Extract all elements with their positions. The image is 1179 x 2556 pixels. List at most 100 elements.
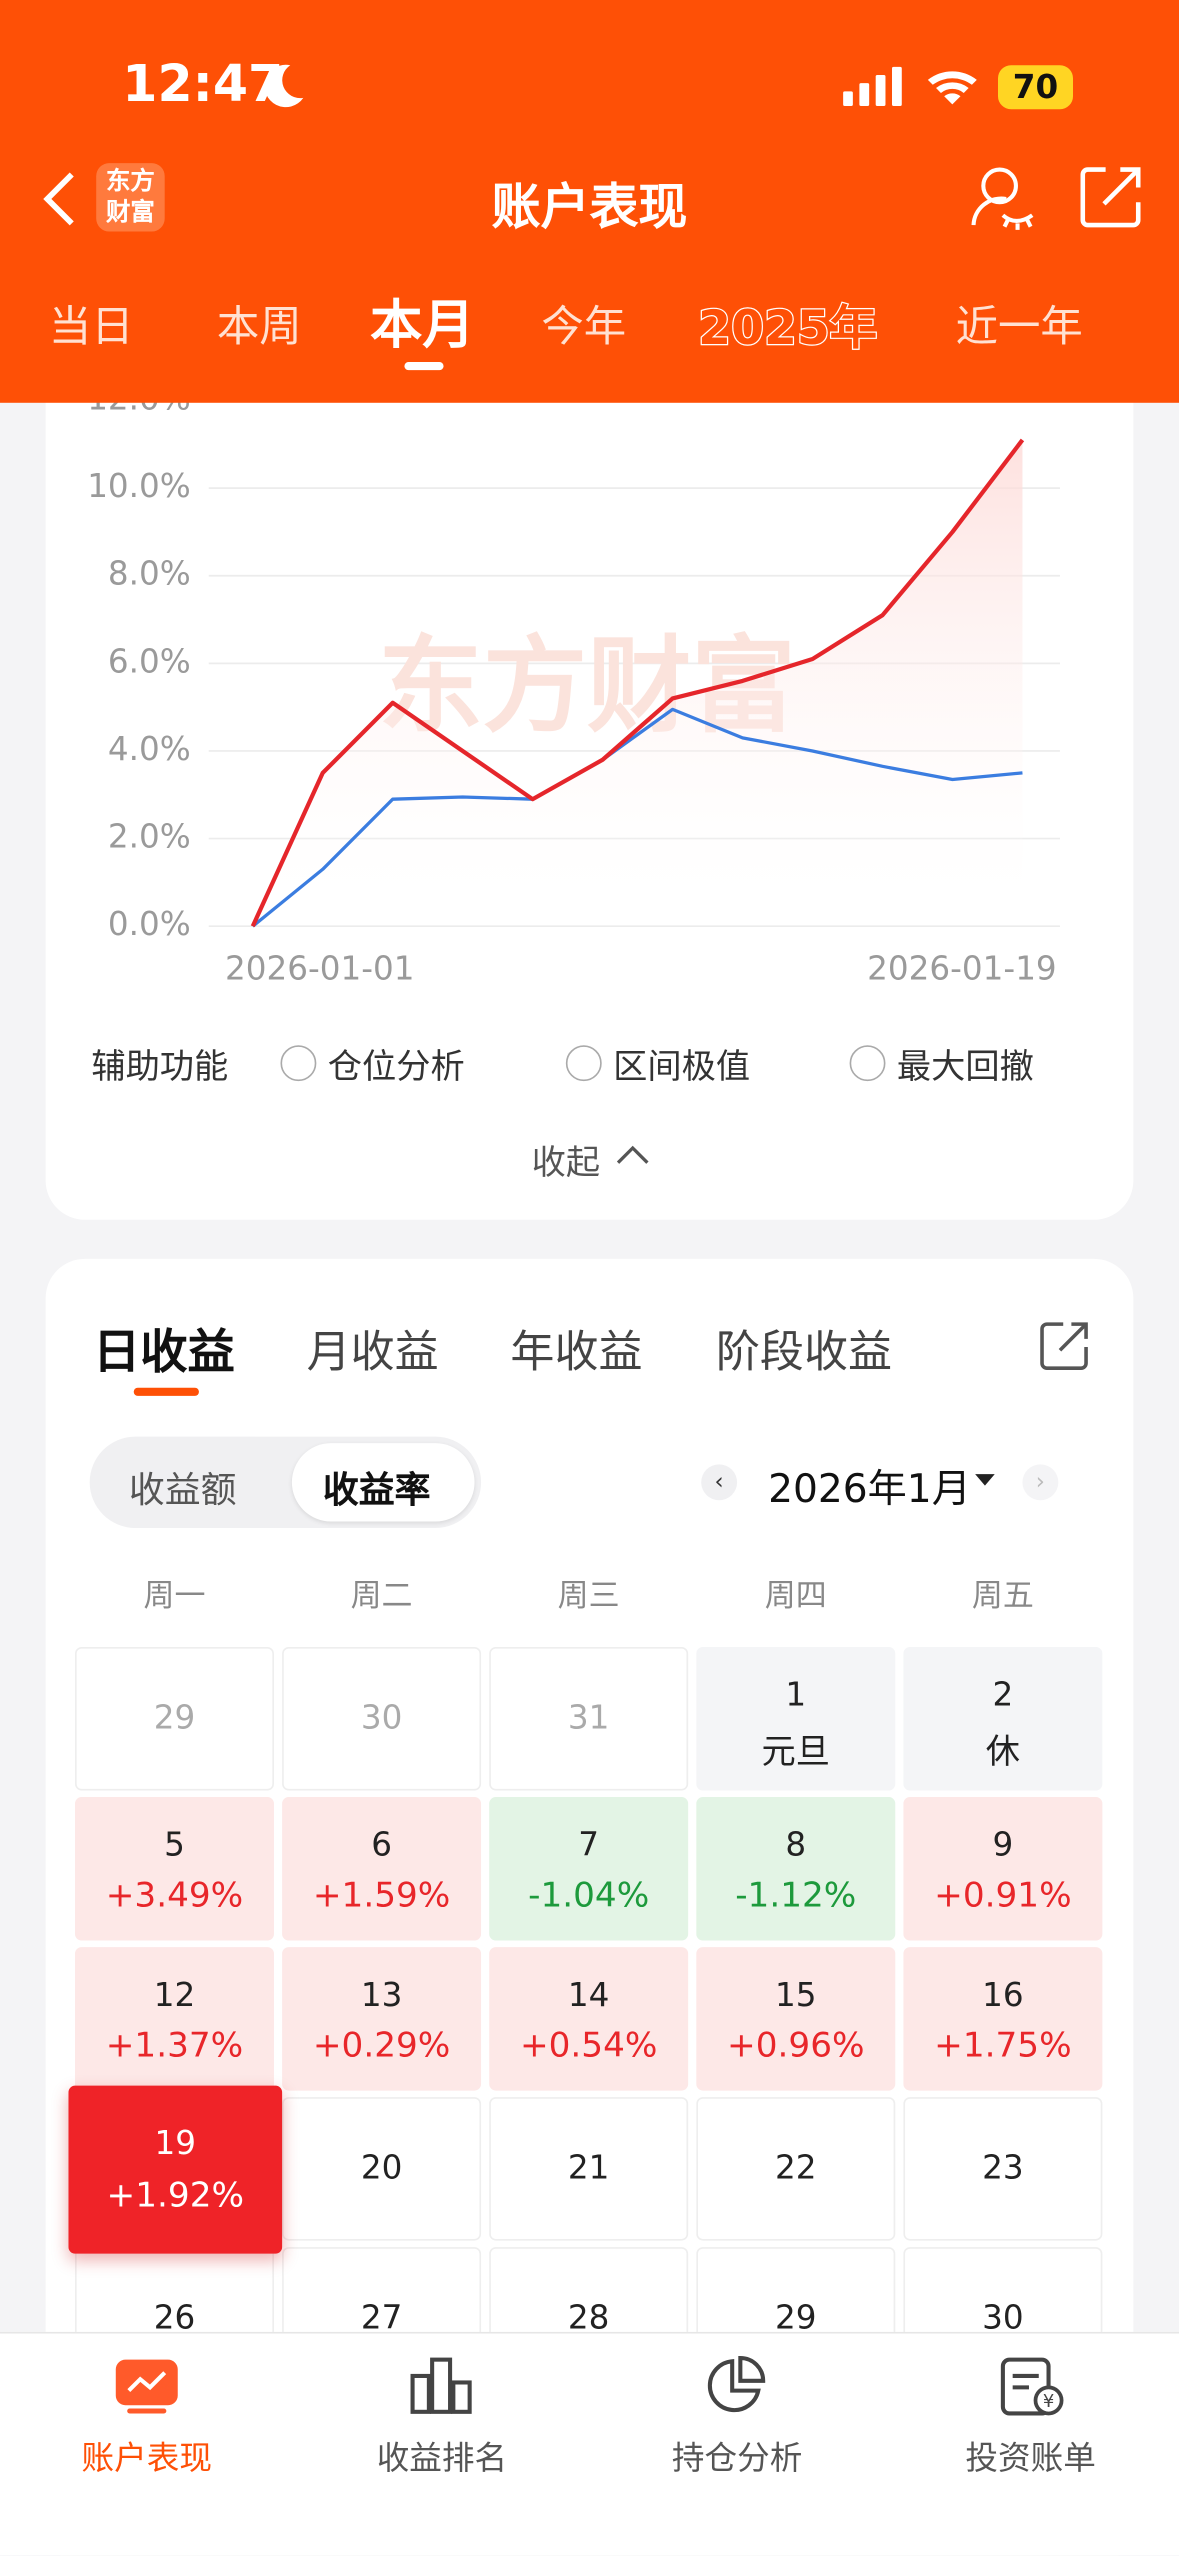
day-cell[interactable]: 31 bbox=[489, 1647, 689, 1791]
day-number: 15 bbox=[775, 1974, 817, 2014]
share-icon[interactable] bbox=[1078, 165, 1143, 230]
period-tab[interactable]: 本月 bbox=[370, 293, 475, 356]
tab-icon[interactable] bbox=[114, 2358, 179, 2417]
day-number: 22 bbox=[775, 2147, 817, 2187]
toggle-option[interactable]: 收益额 bbox=[128, 1470, 237, 1512]
prev-month[interactable]: ‹ bbox=[701, 1464, 738, 1501]
chart: 0.0%2.0%4.0%6.0%8.0%10.0%12.0%东方财富2026-0… bbox=[87, 380, 1060, 987]
day-cell[interactable]: 13 +0.29% bbox=[282, 1947, 482, 2091]
day-note: +1.75% bbox=[934, 2025, 1072, 2065]
day-cell[interactable]: 5 +3.49% bbox=[75, 1797, 274, 1941]
moon bbox=[264, 64, 304, 108]
time: 12:47 bbox=[122, 55, 284, 115]
period-tab[interactable]: 2025年 bbox=[697, 299, 878, 357]
tab-label[interactable]: 账户表现 bbox=[81, 2437, 212, 2478]
day-note: +1.92% bbox=[106, 2175, 245, 2215]
day-number: 12 bbox=[153, 1974, 196, 2014]
aux-option[interactable]: 区间极值 bbox=[613, 1046, 751, 1087]
day-cell[interactable]: 15 +0.96% bbox=[696, 1947, 896, 2091]
day-number: 19 bbox=[154, 2123, 197, 2163]
tab-bar: 账户表现 收益排名 持仓分析 ¥ 投资账单 bbox=[0, 2331, 1179, 2556]
day-number: 16 bbox=[982, 1974, 1024, 2014]
day-number: 27 bbox=[360, 2297, 403, 2337]
toggle-active bbox=[291, 1443, 475, 1522]
aux-option[interactable]: 最大回撤 bbox=[896, 1046, 1034, 1087]
weekday: 周五 bbox=[971, 1578, 1034, 1615]
day-note: +0.96% bbox=[727, 2025, 865, 2065]
day-number: 20 bbox=[360, 2147, 403, 2187]
day-cell[interactable]: 6 +1.59% bbox=[282, 1797, 482, 1941]
day-number: 9 bbox=[992, 1824, 1014, 1864]
logo-text: 东方 bbox=[105, 166, 155, 196]
day-cell[interactable]: 21 bbox=[489, 2097, 689, 2241]
aux-option[interactable]: 仓位分析 bbox=[327, 1046, 465, 1087]
day-number: 8 bbox=[785, 1824, 807, 1864]
radio[interactable] bbox=[849, 1045, 886, 1082]
tab-icon[interactable] bbox=[409, 2356, 474, 2415]
line bbox=[250, 438, 1025, 928]
day-number: 5 bbox=[164, 1824, 185, 1864]
cal-tab[interactable]: 年收益 bbox=[510, 1327, 643, 1378]
tab-icon[interactable] bbox=[704, 2355, 769, 2417]
x-tick-label: 2026-01-01 bbox=[225, 949, 415, 987]
day-note: -1.04% bbox=[528, 1875, 650, 1915]
day-cell[interactable]: 14 +0.54% bbox=[489, 1947, 689, 2091]
tab-underline bbox=[133, 1387, 199, 1396]
day-cell[interactable]: 1 元旦 bbox=[696, 1647, 896, 1791]
month[interactable]: 2026年1月 bbox=[768, 1466, 971, 1512]
day-cell[interactable]: 16 +1.75% bbox=[903, 1947, 1103, 2091]
collapse-icon[interactable] bbox=[613, 1141, 652, 1167]
day-note: -1.12% bbox=[735, 1875, 857, 1915]
day-cell[interactable]: 8 -1.12% bbox=[696, 1797, 896, 1941]
day-cell[interactable]: 29 bbox=[75, 1647, 274, 1791]
share-icon[interactable] bbox=[1037, 1318, 1092, 1373]
day-number: 14 bbox=[567, 1974, 610, 2014]
weekday: 周一 bbox=[143, 1578, 206, 1615]
period-tab[interactable]: 当日 bbox=[48, 303, 134, 353]
period-tab[interactable]: 近一年 bbox=[955, 303, 1083, 353]
next-month[interactable]: › bbox=[1022, 1464, 1059, 1501]
tab-icon[interactable]: ¥ bbox=[998, 2353, 1066, 2418]
day-cell[interactable]: 9 +0.91% bbox=[903, 1797, 1103, 1941]
tab-underline bbox=[404, 362, 444, 371]
tab-label[interactable]: 收益排名 bbox=[376, 2437, 508, 2478]
day-cell[interactable]: 19 +1.92% bbox=[68, 2085, 283, 2254]
aux-label: 辅助功能 bbox=[91, 1046, 229, 1087]
cal-tab[interactable]: 阶段收益 bbox=[715, 1327, 892, 1378]
day-number: 28 bbox=[567, 2297, 610, 2337]
tab-label[interactable]: 投资账单 bbox=[965, 2437, 1096, 2478]
day-note: +0.91% bbox=[934, 1875, 1072, 1915]
day-number: 31 bbox=[567, 1697, 610, 1737]
day-cell[interactable]: 23 bbox=[903, 2097, 1103, 2241]
day-number: 1 bbox=[785, 1674, 807, 1714]
period-tab[interactable]: 今年 bbox=[541, 303, 627, 353]
day-number: 29 bbox=[775, 2297, 817, 2337]
day-cell[interactable]: 30 bbox=[282, 1647, 482, 1791]
month-caret[interactable] bbox=[974, 1473, 997, 1489]
tab-label[interactable]: 持仓分析 bbox=[671, 2437, 803, 2478]
collapse[interactable]: 收起 bbox=[531, 1143, 601, 1183]
cal-tab[interactable]: 月收益 bbox=[306, 1327, 439, 1378]
day-cell[interactable]: 12 +1.37% bbox=[75, 1947, 274, 2091]
cal-tab[interactable]: 日收益 bbox=[92, 1324, 235, 1380]
y-tick-label: 2.0% bbox=[108, 818, 191, 856]
day-number: 23 bbox=[982, 2147, 1024, 2187]
day-cell[interactable]: 7 -1.04% bbox=[489, 1797, 689, 1941]
day-cell[interactable]: 22 bbox=[696, 2097, 896, 2241]
radio[interactable] bbox=[280, 1045, 317, 1082]
nav-title: 账户表现 bbox=[491, 179, 688, 237]
logo-text: 财富 bbox=[105, 197, 155, 227]
back[interactable] bbox=[39, 170, 78, 229]
period-tab[interactable]: 本周 bbox=[216, 303, 302, 353]
y-tick-label: 10.0% bbox=[87, 467, 191, 505]
radio[interactable] bbox=[565, 1045, 602, 1082]
y-tick-label: 4.0% bbox=[108, 730, 191, 768]
day-number: 6 bbox=[371, 1824, 392, 1864]
day-cell[interactable]: 20 bbox=[282, 2097, 482, 2241]
eye-icon[interactable] bbox=[967, 163, 1039, 235]
toggle-option[interactable]: 收益率 bbox=[322, 1470, 431, 1512]
x-tick-label: 2026-01-19 bbox=[867, 949, 1057, 987]
